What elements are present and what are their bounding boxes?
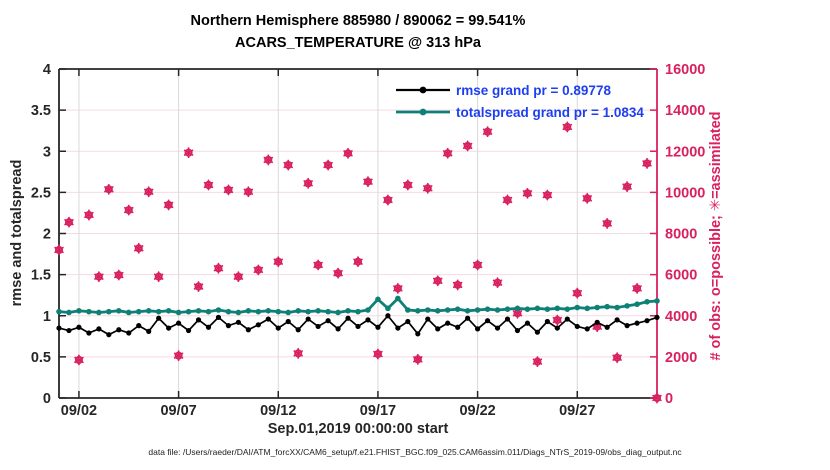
data-file-path: data file: /Users/raeder/DAI/ATM_forcXX/… xyxy=(148,447,682,457)
svg-text:09/07: 09/07 xyxy=(160,403,196,419)
svg-text:1: 1 xyxy=(43,309,51,325)
svg-text:09/22: 09/22 xyxy=(459,403,495,419)
svg-text:16000: 16000 xyxy=(665,62,705,78)
chart-title-line2: ACARS_TEMPERATURE @ 313 hPa xyxy=(235,35,481,51)
obs-assimilated-markers xyxy=(54,121,662,404)
svg-text:4000: 4000 xyxy=(665,309,697,325)
y-left-tick-labels: 0 0.5 1 1.5 2 2.5 3 3.5 4 xyxy=(31,62,51,407)
svg-text:2.5: 2.5 xyxy=(31,185,51,201)
y-axis-label-left: rmse and totalspread xyxy=(9,159,25,307)
x-axis-label: Sep.01,2019 00:00:00 start xyxy=(267,421,449,437)
axis-ticks xyxy=(59,68,657,399)
chart-title-line1: Northern Hemisphere 885980 / 890062 = 99… xyxy=(190,13,526,29)
svg-text:0: 0 xyxy=(665,391,673,407)
chart-title: Northern Hemisphere 885980 / 890062 = 99… xyxy=(59,10,657,54)
y-right-tick-labels: 0 2000 4000 6000 8000 10000 12000 14000 16000 xyxy=(665,62,705,407)
legend: rmse grand pr = 0.89778 totalspread gran… xyxy=(394,79,644,123)
svg-text:4: 4 xyxy=(43,62,51,78)
svg-text:6000: 6000 xyxy=(665,268,697,284)
legend-item-totalspread[interactable]: totalspread grand pr = 1.0834 xyxy=(394,101,644,123)
svg-text:10000: 10000 xyxy=(665,185,705,201)
svg-text:0.5: 0.5 xyxy=(31,350,51,366)
legend-label-rmse: rmse grand pr = 0.89778 xyxy=(456,82,611,98)
svg-text:3: 3 xyxy=(43,144,51,160)
svg-text:2000: 2000 xyxy=(665,350,697,366)
svg-text:2: 2 xyxy=(43,227,51,243)
svg-text:8000: 8000 xyxy=(665,227,697,243)
x-tick-labels: 09/02 09/07 09/12 09/17 09/22 09/27 xyxy=(61,403,596,419)
legend-line-sample-totalspread xyxy=(396,108,450,116)
svg-text:14000: 14000 xyxy=(665,103,705,119)
svg-text:09/12: 09/12 xyxy=(260,403,296,419)
legend-label-totalspread: totalspread grand pr = 1.0834 xyxy=(456,104,644,120)
rmse-series xyxy=(56,313,660,338)
svg-text:12000: 12000 xyxy=(665,144,705,160)
y-axis-label-right: # of obs: o=possible; ✳=assimilated xyxy=(708,111,724,361)
svg-text:0: 0 xyxy=(43,391,51,407)
legend-line-sample-rmse xyxy=(396,86,450,94)
svg-text:3.5: 3.5 xyxy=(31,103,51,119)
svg-text:09/02: 09/02 xyxy=(61,403,97,419)
v-gridlines xyxy=(78,69,578,398)
legend-item-rmse[interactable]: rmse grand pr = 0.89778 xyxy=(394,79,644,101)
svg-text:09/27: 09/27 xyxy=(559,403,595,419)
svg-text:1.5: 1.5 xyxy=(31,268,51,284)
totalspread-series xyxy=(56,295,660,316)
svg-text:09/17: 09/17 xyxy=(360,403,396,419)
